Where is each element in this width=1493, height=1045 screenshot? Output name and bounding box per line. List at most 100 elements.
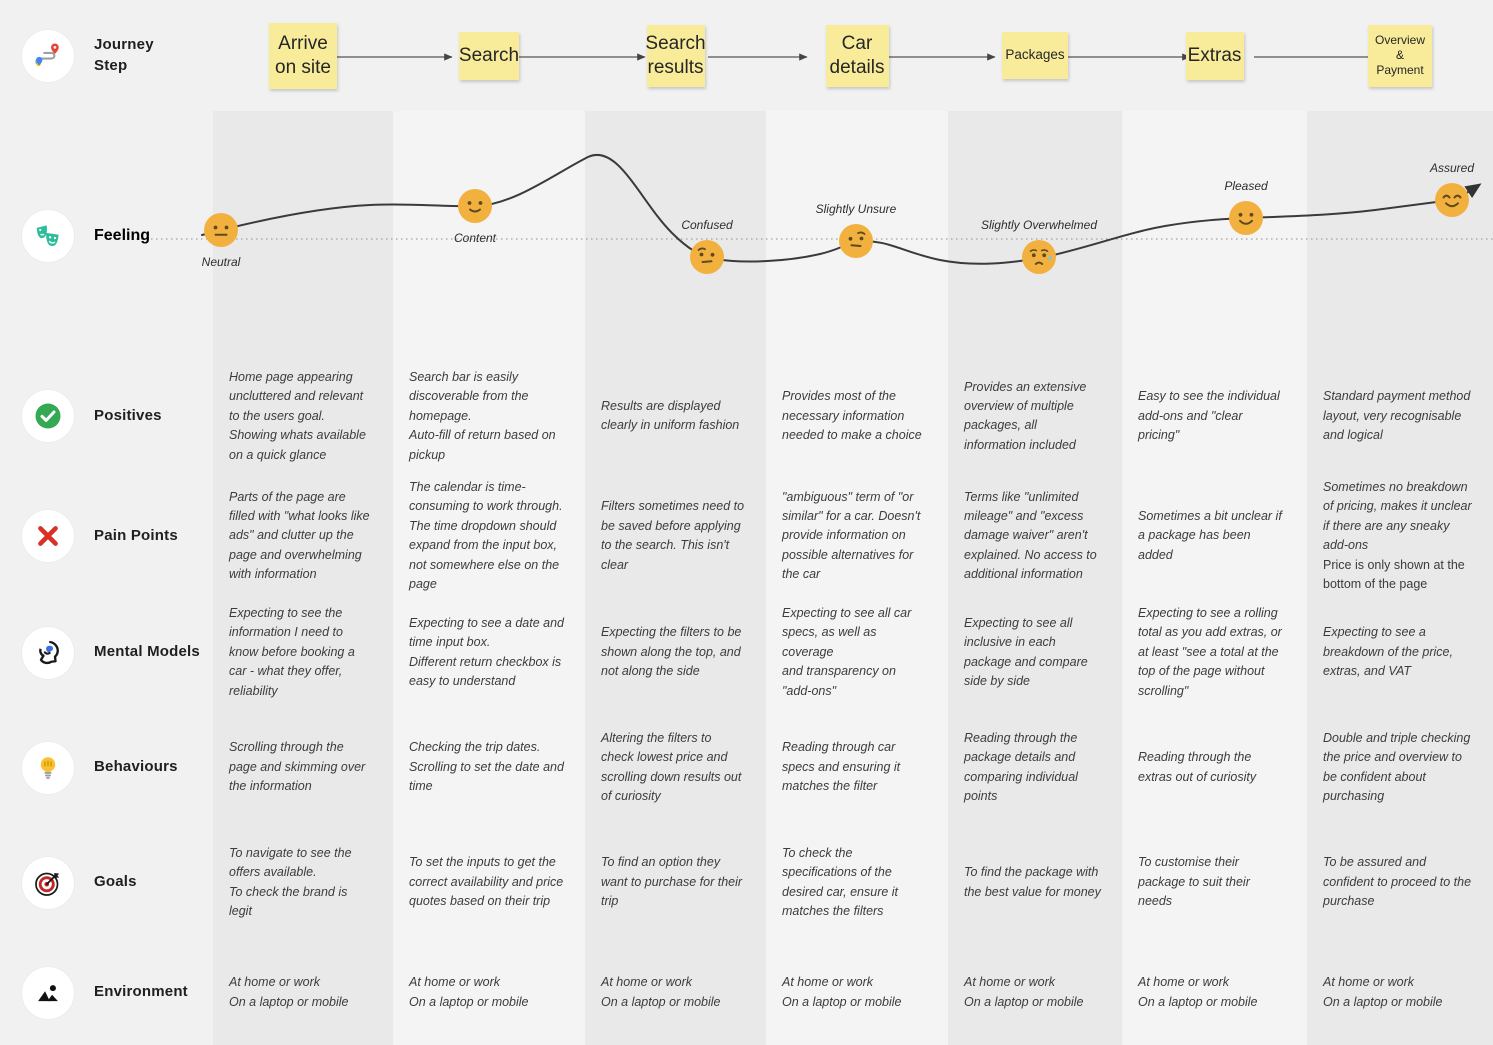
cell-text: At home or work On a laptop or mobile (1138, 975, 1258, 1009)
goals-label: Goals (94, 873, 137, 891)
journey-step-label: Journey Step (94, 36, 154, 74)
cell-text: Altering the filters to check lowest pri… (601, 730, 742, 803)
feeling-row: Feeling Neutral Content (0, 111, 1493, 360)
goals-cell: To customise their package to suit their… (1122, 825, 1307, 940)
environment-cell: At home or work On a laptop or mobile (1122, 940, 1307, 1045)
goals-cell: To check the specifications of the desir… (766, 825, 948, 940)
positives-cell: Search bar is easily discoverable from t… (393, 360, 585, 473)
emotion-label: Assured (1429, 161, 1475, 175)
emotion-label: Slightly Overwhelmed (980, 218, 1098, 232)
cell-text: Checking the trip dates. Scrolling to se… (409, 740, 564, 794)
cell-text: Expecting to see the information I need … (229, 606, 355, 698)
emotion-label: Neutral (201, 255, 241, 269)
cell-text: Provides most of the necessary informati… (782, 389, 922, 443)
cell-text: At home or work On a laptop or mobile (409, 975, 529, 1009)
environment-cell: At home or work On a laptop or mobile (948, 940, 1122, 1045)
cell-text: Home page appearing uncluttered and rele… (229, 370, 366, 462)
cell-text: Sometimes no breakdown of pricing, makes… (1323, 478, 1473, 594)
mental-models-label: Mental Models (94, 643, 200, 661)
emotion-marker-confused: Confused (681, 218, 733, 274)
cell-text: Expecting to see all inclusive in each p… (964, 615, 1088, 688)
pain-points-cell: Sometimes a bit unclear if a package has… (1122, 470, 1307, 602)
goals-cell: To find an option they want to purchase … (585, 825, 766, 940)
column-stripe (213, 111, 393, 1045)
environment-cell: At home or work On a laptop or mobile (1307, 940, 1493, 1045)
sticky-note-overview-payment: Overview & Payment (1368, 24, 1432, 87)
positives-cell: Easy to see the individual add-ons and "… (1122, 360, 1307, 473)
mental-models-cell: Expecting to see all inclusive in each p… (948, 595, 1122, 710)
cell-text: To find an option they want to purchase … (601, 855, 743, 909)
pain-points-cell: Terms like "unlimited mileage" and "exce… (948, 470, 1122, 602)
emotion-marker-content: Content (454, 189, 496, 245)
cell-text: Terms like "unlimited mileage" and "exce… (964, 489, 1097, 582)
cell-text: Scrolling through the page and skimming … (229, 740, 366, 794)
check-icon (22, 390, 74, 443)
cell-text: To customise their package to suit their… (1138, 855, 1250, 909)
goals-row: Goals To navigate to see the offers avai… (0, 825, 1493, 940)
cell-text: "ambiguous" term of "or similar" for a c… (782, 489, 921, 582)
goals-cell: To navigate to see the offers available.… (213, 825, 393, 940)
x-icon (22, 510, 74, 563)
step-cell: Extras (1122, 0, 1307, 111)
mental-models-cell: Expecting to see a rolling total as you … (1122, 595, 1307, 710)
feeling-label: Feeling (94, 226, 151, 244)
column-stripe (766, 111, 948, 1045)
row-header-feeling: Feeling (0, 111, 213, 360)
cell-text: Provides an extensive overview of multip… (964, 379, 1087, 452)
mental-models-cell: Expecting the filters to be shown along … (585, 595, 766, 710)
emotion-label: Content (453, 231, 497, 245)
behaviours-cell: Altering the filters to check lowest pri… (585, 710, 766, 825)
cell-text: Expecting to see a rolling total as you … (1138, 606, 1282, 698)
cell-text: Standard payment method layout, very rec… (1323, 389, 1471, 443)
positives-cell: Provides most of the necessary informati… (766, 360, 948, 473)
environment-cell: At home or work On a laptop or mobile (393, 940, 585, 1045)
behaviours-label: Behaviours (94, 758, 178, 776)
cell-text: Easy to see the individual add-ons and "… (1138, 389, 1280, 443)
content-face-icon (458, 189, 492, 223)
environment-row: Environment At home or work On a laptop … (0, 940, 1493, 1045)
cell-text: To set the inputs to get the correct ava… (409, 855, 564, 909)
sticky-note-arrive-on-site: Arrive on site (269, 22, 337, 89)
pain-points-cell: The calendar is time-consuming to work t… (393, 470, 585, 602)
behaviours-cell: Reading through the package details and … (948, 710, 1122, 825)
emotion-marker-neutral: Neutral (202, 213, 240, 269)
route-icon (22, 29, 74, 82)
emotion-label: Slightly Unsure (815, 202, 897, 216)
behaviours-cell: Reading through the extras out of curios… (1122, 710, 1307, 825)
pain-points-label: Pain Points (94, 527, 178, 544)
positives-row: Positives Home page appearing uncluttere… (0, 360, 1493, 470)
row-header-pain-points: Pain Points (0, 470, 213, 602)
step-cell: Search results (585, 0, 766, 111)
cell-text: At home or work On a laptop or mobile (964, 975, 1084, 1009)
emotion-marker-slightly-unsure: Slightly Unsure (816, 202, 896, 258)
behaviours-cell: Checking the trip dates. Scrolling to se… (393, 710, 585, 825)
row-header-mental-models: Mental Models (0, 595, 213, 710)
head-brain-icon (22, 626, 74, 679)
step-cell: Overview & Payment (1307, 0, 1493, 111)
behaviours-row: Behaviours Scrolling through the page an… (0, 710, 1493, 825)
cell-text: To find the package with the best value … (964, 865, 1101, 899)
cell-text-plain: Price is only shown at the bottom of the… (1323, 557, 1465, 591)
confused-face-icon (690, 240, 724, 274)
behaviours-cell: Double and triple checking the price and… (1307, 710, 1493, 825)
behaviours-cell: Reading through car specs and ensuring i… (766, 710, 948, 825)
step-cell: Arrive on site (213, 0, 393, 111)
step-cell: Search (393, 0, 585, 111)
goals-cell: To find the package with the best value … (948, 825, 1122, 940)
step-cell: Packages (948, 0, 1122, 111)
cell-text: Double and triple checking the price and… (1323, 730, 1471, 803)
cell-text: The calendar is time-consuming to work t… (409, 480, 563, 591)
mental-models-cell: Expecting to see a date and time input b… (393, 595, 585, 710)
column-stripe (1307, 111, 1493, 1045)
mental-models-cell: Expecting to see all car specs, as well … (766, 595, 948, 710)
journey-step-row: Journey Step Arrive on site Search Searc… (0, 0, 1493, 111)
sticky-note-car-details: Car details (825, 24, 889, 87)
cell-text-italic: Sometimes no breakdown of pricing, makes… (1323, 480, 1472, 553)
cell-text: Reading through the package details and … (964, 730, 1078, 803)
row-header-goals: Goals (0, 825, 213, 940)
pain-points-cell: Filters sometimes need to be saved befor… (585, 470, 766, 602)
overwhelmed-face-icon (1022, 240, 1056, 274)
row-header-positives: Positives (0, 360, 213, 473)
cell-text: To be assured and confident to proceed t… (1323, 855, 1472, 909)
